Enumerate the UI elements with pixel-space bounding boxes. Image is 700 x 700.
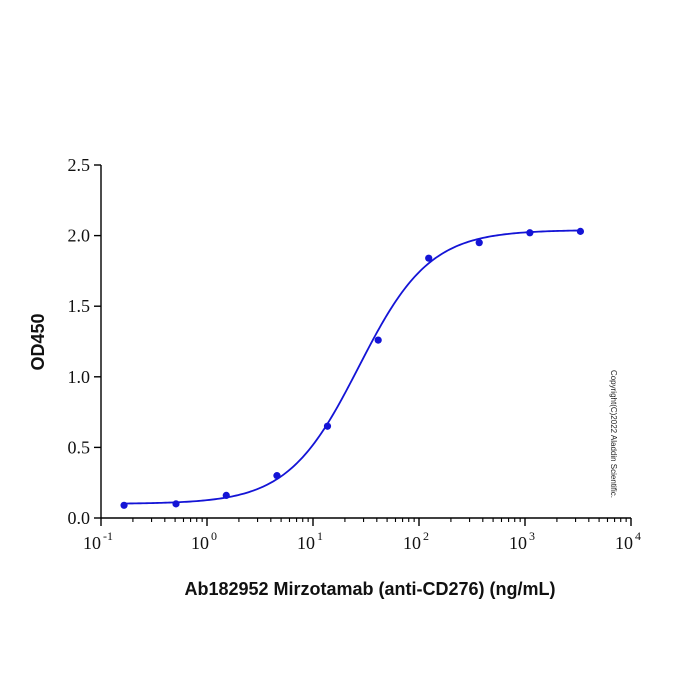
data-point bbox=[475, 239, 483, 247]
y-tick-label: 1.5 bbox=[68, 296, 91, 316]
y-tick-label: 2.0 bbox=[68, 226, 91, 246]
data-point bbox=[273, 472, 281, 480]
points-layer bbox=[120, 227, 585, 509]
x-tick-base: 10 bbox=[191, 533, 209, 553]
y-tick-label: 0.0 bbox=[68, 508, 91, 528]
x-tick-label: 10 1 bbox=[297, 529, 323, 553]
x-tick-base: 10 bbox=[297, 533, 315, 553]
data-point bbox=[172, 500, 180, 508]
x-tick-label: 10 2 bbox=[403, 529, 429, 553]
y-tick-label: 2.5 bbox=[68, 155, 91, 175]
x-tick-base: 10 bbox=[403, 533, 421, 553]
x-tick-exponent: -1 bbox=[103, 529, 113, 543]
y-axis-title: OD450 bbox=[28, 313, 48, 370]
x-tick-exponent: 0 bbox=[211, 529, 217, 543]
y-tick-label: 0.5 bbox=[68, 437, 91, 457]
x-tick-base: 10 bbox=[615, 533, 633, 553]
x-tick-base: 10 bbox=[83, 533, 101, 553]
copyright-annotation: Copyright(C)2022 Aladdin Scientific. bbox=[609, 370, 618, 498]
data-point bbox=[323, 422, 332, 430]
x-axis-title: Ab182952 Mirzotamab (anti-CD276) (ng/mL) bbox=[184, 579, 555, 599]
y-tick-label: 1.0 bbox=[68, 367, 91, 387]
x-tick-label: 10 0 bbox=[191, 529, 217, 553]
x-tick-exponent: 2 bbox=[423, 529, 429, 543]
x-ticks: 10 -1 10 0 10 1 10 2 10 3 10 4 bbox=[83, 518, 641, 553]
x-tick-base: 10 bbox=[509, 533, 527, 553]
x-tick-label: 10 -1 bbox=[83, 529, 113, 553]
fit-curve bbox=[124, 229, 581, 505]
data-point bbox=[222, 491, 230, 500]
x-tick-label: 10 4 bbox=[615, 529, 641, 553]
y-ticks: 0.0 0.5 1.0 1.5 2.0 2.5 bbox=[68, 155, 101, 528]
x-tick-exponent: 3 bbox=[529, 529, 535, 543]
x-tick-exponent: 4 bbox=[635, 529, 641, 543]
x-tick-exponent: 1 bbox=[317, 529, 323, 543]
data-point bbox=[526, 229, 534, 237]
x-tick-label: 10 3 bbox=[509, 529, 535, 553]
data-point bbox=[374, 336, 382, 344]
data-point bbox=[425, 254, 433, 262]
data-point bbox=[120, 501, 128, 509]
data-point bbox=[576, 227, 585, 235]
